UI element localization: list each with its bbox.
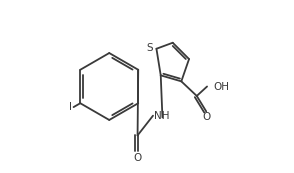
Text: S: S [146, 43, 153, 53]
Text: NH: NH [154, 111, 169, 121]
Text: OH: OH [213, 81, 229, 92]
Text: I: I [69, 102, 71, 112]
Text: O: O [202, 112, 210, 122]
Text: O: O [133, 153, 142, 163]
